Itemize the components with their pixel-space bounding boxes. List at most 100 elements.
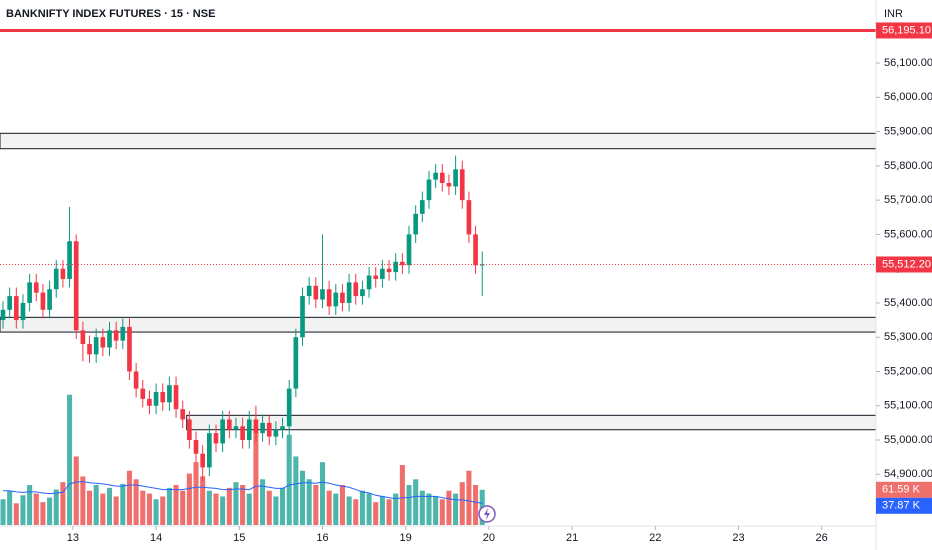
volume-bar xyxy=(280,488,285,525)
candle-body xyxy=(380,269,385,279)
volume-bar xyxy=(413,479,418,525)
volume-bar xyxy=(360,491,365,525)
candle-body xyxy=(433,173,438,180)
volume-bar xyxy=(74,456,79,525)
x-tick-label: 16 xyxy=(316,532,328,544)
volume-bar xyxy=(440,499,445,525)
candle-body xyxy=(247,419,252,440)
volume-bar xyxy=(94,485,99,525)
candle-body xyxy=(154,392,159,406)
volume-bar xyxy=(400,465,405,525)
volume-bar xyxy=(87,491,92,525)
volume-bar xyxy=(313,485,318,525)
candle-body xyxy=(447,183,452,186)
volume-bar xyxy=(373,502,378,525)
volume-bar xyxy=(0,499,5,525)
x-tick-label: 23 xyxy=(732,532,744,544)
volume-bar xyxy=(14,503,19,525)
x-tick-label: 20 xyxy=(483,532,495,544)
volume-bar xyxy=(247,494,252,525)
volume-bar xyxy=(47,498,52,525)
x-tick-label: 15 xyxy=(233,532,245,544)
candle-body xyxy=(240,426,245,440)
candle-body xyxy=(294,337,299,388)
candle-body xyxy=(313,286,318,300)
candle-body xyxy=(460,169,465,200)
x-tick-label: 14 xyxy=(150,532,162,544)
volume-bar xyxy=(267,491,272,525)
y-tick-label: 55,800.00 xyxy=(884,160,932,172)
candle-body xyxy=(187,419,192,440)
volume-bar xyxy=(353,499,358,525)
volume-bar xyxy=(387,499,392,525)
volume-bar xyxy=(347,496,352,525)
candle-body xyxy=(274,430,279,437)
volume-bar xyxy=(167,488,172,525)
x-tick-label: 21 xyxy=(566,532,578,544)
volume-bar xyxy=(134,479,139,525)
candle-body xyxy=(327,289,332,306)
x-tick-label: 22 xyxy=(649,532,661,544)
candle-body xyxy=(27,282,32,303)
candle-body xyxy=(367,276,372,290)
volume-bar xyxy=(114,496,119,525)
candle-body xyxy=(413,214,418,235)
volume-bar xyxy=(20,495,25,525)
volume-bar xyxy=(127,471,132,525)
volume-bar xyxy=(120,484,125,525)
candle-body xyxy=(347,282,352,303)
volume-bar xyxy=(293,456,298,525)
candle-body xyxy=(21,303,26,320)
candle-body xyxy=(427,180,432,201)
volume-bar xyxy=(453,494,458,525)
candle-body xyxy=(307,286,312,296)
x-tick-label: 13 xyxy=(67,532,79,544)
volume-bar xyxy=(433,496,438,525)
y-tick-label: 55,200.00 xyxy=(884,365,932,377)
candle-body xyxy=(467,200,472,234)
volume-bar xyxy=(466,471,471,525)
candle-body xyxy=(473,234,478,265)
volume-bar xyxy=(300,471,305,525)
candle-body xyxy=(47,289,52,310)
volume-bar xyxy=(187,474,192,525)
candle-body xyxy=(34,282,39,292)
candle-body xyxy=(61,269,66,279)
volume-bar xyxy=(180,491,185,525)
volume-bar xyxy=(107,488,112,525)
volume-bar xyxy=(34,494,39,525)
volume-bar xyxy=(460,482,465,525)
volume-ma-label: 37.87 K xyxy=(882,500,921,512)
candle-body xyxy=(320,289,325,299)
volume-bar xyxy=(367,494,372,525)
candle-body xyxy=(254,419,259,433)
candle-body xyxy=(360,289,365,296)
candle-body xyxy=(220,419,225,443)
level-label: 56,195.10 xyxy=(882,24,931,36)
volume-bar xyxy=(446,491,451,525)
volume-bar xyxy=(207,491,212,525)
volume-bar xyxy=(273,496,278,525)
chart-title: BANKNIFTY INDEX FUTURES · 15 · NSE xyxy=(6,8,215,20)
volume-bar xyxy=(193,462,198,525)
volume-bar xyxy=(67,395,72,525)
candle-body xyxy=(7,296,12,310)
candle-body xyxy=(174,385,179,409)
candle-body xyxy=(160,392,165,402)
volume-label: 61.59 K xyxy=(882,484,921,496)
volume-bar xyxy=(307,479,312,525)
volume-bar xyxy=(213,494,218,525)
volume-bar xyxy=(406,485,411,525)
volume-bar xyxy=(40,502,45,525)
candle-body xyxy=(333,293,338,307)
zone xyxy=(0,133,876,148)
volume-bar xyxy=(426,494,431,525)
volume-bar xyxy=(140,491,145,525)
replay-icon[interactable] xyxy=(479,506,495,522)
candle-body xyxy=(260,423,265,433)
volume-bar xyxy=(473,485,478,525)
y-tick-label: 55,600.00 xyxy=(884,228,932,240)
candle-body xyxy=(300,296,305,337)
volume-bar xyxy=(160,496,165,525)
candle-body xyxy=(140,389,145,399)
